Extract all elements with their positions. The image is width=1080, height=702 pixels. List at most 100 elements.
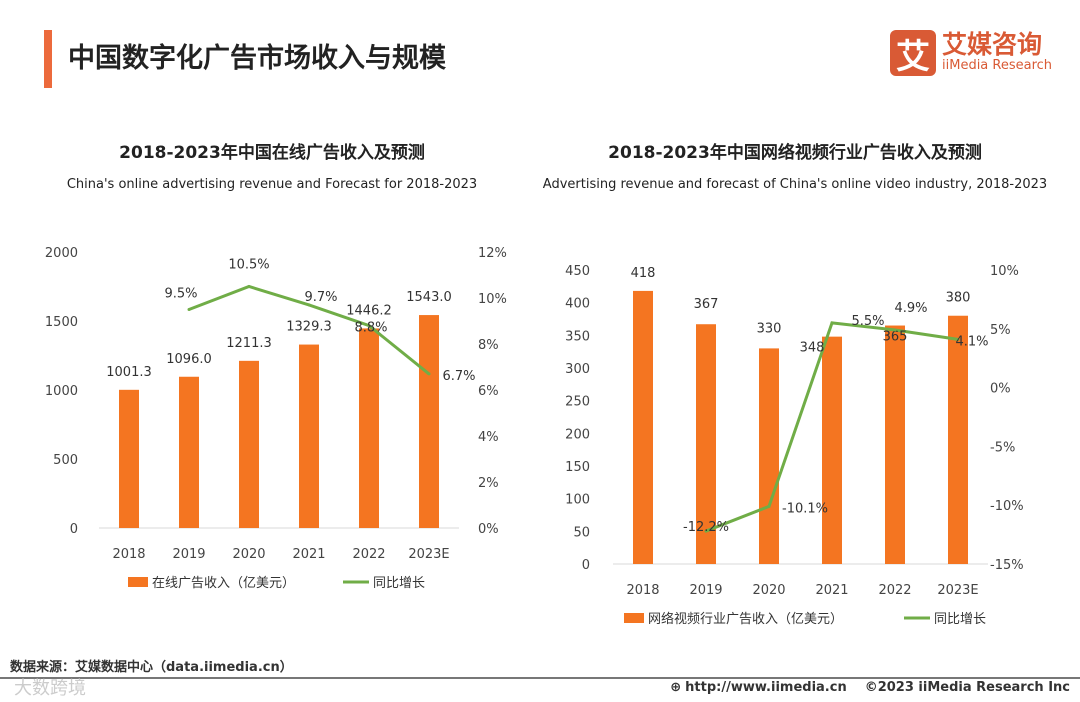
bar (419, 315, 439, 528)
y-tick-label: 50 (573, 525, 590, 540)
growth-point (247, 285, 251, 288)
y2-tick-label: 6% (478, 384, 499, 399)
x-tick-label: 2021 (292, 547, 325, 562)
data-source: 数据来源：艾媒数据中心（data.iimedia.cn） (10, 660, 293, 675)
y2-tick-label: 10% (990, 264, 1019, 279)
growth-value-label: 9.5% (164, 287, 197, 302)
y-tick-label: 350 (565, 329, 590, 344)
page-title: 中国数字化广告市场收入与规模 (68, 43, 446, 74)
y2-tick-label: 0% (478, 522, 499, 537)
y-tick-label: 0 (582, 558, 590, 573)
y-tick-label: 0 (70, 522, 78, 537)
logo-en: iiMedia Research (942, 58, 1053, 73)
footer-info: ⊕ http://www.iimedia.cn ©2023 iiMedia Rese… (652, 680, 1070, 695)
x-tick-label: 2018 (626, 583, 659, 598)
bar-value-label: 1096.0 (166, 352, 212, 367)
growth-point (307, 303, 311, 307)
legend-bar-swatch (128, 577, 148, 587)
chart-title: 2018-2023年中国在线广告收入及预测 (119, 142, 425, 163)
y-tick-label: 450 (565, 264, 590, 279)
y-tick-label: 300 (565, 362, 590, 377)
growth-point (830, 321, 834, 325)
bar-value-label: 330 (757, 321, 782, 336)
y2-tick-label: 5% (990, 323, 1011, 338)
y2-tick-label: 10% (478, 292, 507, 307)
y-tick-label: 200 (565, 427, 590, 442)
iimedia-logo: 艾 艾媒咨询 iiMedia Research (890, 30, 1053, 77)
legend-bar-label: 在线广告收入（亿美元） (152, 576, 295, 591)
bar (885, 325, 905, 564)
bar-value-label: 1211.3 (226, 336, 272, 351)
chart-subtitle: China's online advertising revenue and F… (67, 177, 477, 192)
x-tick-label: 2020 (232, 547, 265, 562)
bar-value-label: 1446.2 (346, 303, 392, 318)
y-tick-label: 250 (565, 395, 590, 410)
bar (179, 376, 199, 528)
growth-value-label: 8.8% (354, 321, 387, 336)
growth-point (956, 337, 960, 341)
bar (948, 315, 968, 564)
y-tick-label: 500 (53, 453, 78, 468)
legend-line-label: 同比增长 (934, 612, 986, 627)
y-tick-label: 1000 (45, 384, 78, 399)
logo-mark: 艾 (890, 30, 936, 77)
x-tick-label: 2022 (878, 583, 911, 598)
footer-copyright: ©2023 iiMedia Research Inc (864, 680, 1070, 695)
bar-value-label: 1001.3 (106, 365, 152, 380)
y2-tick-label: -15% (990, 558, 1024, 573)
logo-cn: 艾媒咨询 (942, 30, 1043, 59)
bar-value-label: 380 (946, 291, 971, 306)
x-tick-label: 2018 (112, 547, 145, 562)
title-accent-bar (44, 30, 52, 88)
chart-title: 2018-2023年中国网络视频行业广告收入及预测 (608, 142, 982, 163)
chart-subtitle: Advertising revenue and forecast of Chin… (543, 177, 1047, 192)
footer-url[interactable]: http://www.iimedia.cn (685, 680, 847, 695)
bar (299, 344, 319, 528)
bar (633, 290, 653, 564)
x-tick-label: 2023E (937, 583, 978, 598)
y2-tick-label: 8% (478, 338, 499, 353)
y-tick-label: 2000 (45, 246, 78, 261)
growth-point (187, 308, 191, 311)
y-tick-label: 1500 (45, 315, 78, 330)
watermark: 大数跨境 (14, 678, 86, 699)
x-tick-label: 2021 (815, 583, 848, 598)
bar (822, 336, 842, 564)
x-tick-label: 2020 (752, 583, 785, 598)
bar (696, 324, 716, 564)
x-tick-label: 2019 (172, 547, 205, 562)
growth-value-label: 4.1% (955, 334, 988, 349)
y-tick-label: 150 (565, 460, 590, 475)
globe-icon: ⊕ (670, 680, 682, 695)
y2-tick-label: -5% (990, 440, 1015, 455)
growth-point (893, 328, 897, 332)
growth-point (367, 324, 371, 328)
y2-tick-label: 12% (478, 246, 507, 261)
growth-point (704, 529, 708, 533)
bar-value-label: 418 (631, 266, 656, 281)
y-tick-label: 400 (565, 297, 590, 312)
y2-tick-label: 2% (478, 476, 499, 491)
x-tick-label: 2022 (352, 547, 385, 562)
y-tick-label: 100 (565, 493, 590, 508)
x-tick-label: 2023E (408, 547, 449, 562)
growth-value-label: 6.7% (442, 369, 475, 384)
bar-value-label: 1543.0 (406, 290, 452, 305)
legend-line-label: 同比增长 (373, 576, 425, 591)
growth-value-label: 4.9% (894, 301, 927, 316)
bar (359, 328, 379, 528)
y2-tick-label: 4% (478, 430, 499, 445)
y2-tick-label: 0% (990, 382, 1011, 397)
growth-value-label: 10.5% (228, 258, 269, 273)
bar (759, 348, 779, 564)
bar-value-label: 1329.3 (286, 320, 332, 335)
y2-tick-label: -10% (990, 499, 1024, 514)
bar (239, 360, 259, 528)
growth-value-label: 5.5% (851, 314, 884, 329)
growth-point (767, 504, 771, 508)
x-tick-label: 2019 (689, 583, 722, 598)
growth-value-label: -10.1% (782, 501, 828, 516)
legend-bar-label: 网络视频行业广告收入（亿美元） (648, 611, 843, 627)
bar-value-label: 367 (694, 297, 719, 312)
